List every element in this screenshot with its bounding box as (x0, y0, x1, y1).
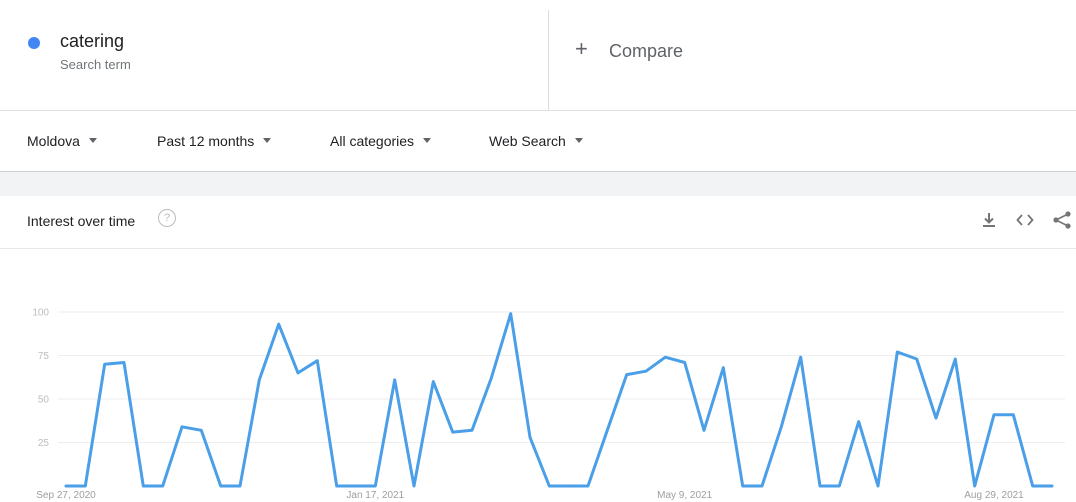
term-color-dot (28, 37, 40, 49)
data-point (838, 484, 841, 488)
data-point (122, 361, 126, 364)
compare-label: Compare (609, 41, 684, 61)
data-point (277, 322, 280, 326)
interest-over-time-title: Interest over time (27, 213, 136, 229)
data-point (412, 484, 416, 488)
data-point (1050, 484, 1054, 488)
section-separator (0, 171, 1076, 196)
data-point (992, 413, 996, 416)
data-point (509, 312, 512, 315)
data-point (316, 359, 319, 362)
data-point (799, 356, 802, 359)
term-name[interactable]: catering (60, 31, 125, 51)
data-point (296, 371, 300, 375)
data-point (335, 484, 338, 488)
caret-down-icon (88, 137, 97, 143)
term-subtitle: Search term (60, 57, 131, 72)
data-point (374, 484, 377, 488)
compare-button[interactable]: + Compare (560, 0, 1076, 110)
data-point (180, 425, 184, 429)
x-tick-label: May 9, 2021 (657, 490, 712, 501)
data-point (818, 484, 822, 488)
chart-grid (58, 311, 1065, 443)
help-icon[interactable]: ? (158, 209, 176, 227)
data-point (973, 484, 976, 488)
data-point (451, 430, 454, 434)
plus-icon: + (575, 36, 588, 61)
data-point (760, 484, 764, 488)
data-point (84, 484, 87, 488)
caret-down-icon (423, 137, 432, 143)
data-point (64, 484, 68, 488)
data-point (954, 357, 957, 361)
data-point (470, 429, 474, 432)
data-point (528, 436, 532, 439)
data-point (722, 366, 725, 369)
data-point (915, 357, 918, 361)
filter-time-label: Past 12 months (157, 133, 255, 149)
filter-search-type-dropdown[interactable]: Web Search (489, 133, 583, 149)
data-point (934, 416, 938, 420)
data-point (586, 484, 590, 488)
filter-category-label: All categories (330, 133, 415, 149)
card-divider (548, 10, 549, 110)
data-point (200, 429, 203, 432)
data-point (219, 484, 222, 488)
data-point (664, 356, 667, 359)
embed-icon[interactable] (1015, 210, 1035, 230)
data-point (876, 484, 880, 488)
data-point (258, 378, 261, 382)
data-point (238, 484, 242, 488)
data-point (161, 484, 164, 488)
filter-time-dropdown[interactable]: Past 12 months (157, 133, 272, 149)
filter-region-label: Moldova (27, 133, 80, 149)
data-point (354, 484, 358, 488)
share-icon[interactable] (1052, 210, 1072, 230)
data-point (142, 484, 145, 488)
series-line-catering (64, 312, 1054, 488)
data-point (103, 363, 106, 366)
filter-bar: Moldova Past 12 months All categories We… (0, 111, 1076, 171)
data-point (702, 429, 706, 432)
data-point (644, 369, 648, 373)
filter-search-type-label: Web Search (489, 133, 566, 149)
search-term-card[interactable]: catering Search term (0, 0, 548, 110)
series-points (64, 312, 1054, 488)
y-tick-label: 50 (38, 395, 50, 406)
x-tick-label: Sep 27, 2020 (36, 490, 96, 501)
caret-down-icon (263, 137, 272, 143)
data-point (625, 373, 628, 376)
interest-over-time-chart: 25 50 75 100 Sep 27, 2020 Jan 17, 2021 May 9,… (32, 308, 1065, 501)
download-icon[interactable] (979, 210, 999, 230)
x-axis-labels: Sep 27, 2020 Jan 17, 2021 May 9, 2021 Aug 2… (36, 490, 1024, 501)
interest-over-time-header: Interest over time ? (0, 196, 1076, 248)
data-point (567, 484, 570, 488)
data-point (548, 484, 551, 488)
x-tick-label: Aug 29, 2021 (964, 490, 1024, 501)
y-tick-label: 25 (38, 438, 50, 449)
data-point (1012, 413, 1015, 416)
data-point (490, 376, 493, 380)
y-axis-labels: 25 50 75 100 (32, 308, 49, 450)
chart-top-divider (0, 248, 1076, 249)
data-point (432, 380, 435, 383)
data-point (1031, 484, 1034, 488)
data-point (683, 361, 686, 364)
data-point (780, 425, 783, 429)
y-tick-label: 75 (38, 351, 50, 362)
data-point (857, 420, 860, 423)
header-divider (0, 110, 1076, 111)
data-point (896, 350, 899, 354)
filter-category-dropdown[interactable]: All categories (330, 133, 432, 149)
x-tick-label: Jan 17, 2021 (346, 490, 404, 501)
y-tick-label: 100 (32, 308, 49, 319)
data-point (741, 484, 744, 488)
data-point (393, 378, 396, 382)
filter-region-dropdown[interactable]: Moldova (27, 133, 97, 149)
data-point (606, 429, 609, 432)
caret-down-icon (574, 137, 583, 143)
